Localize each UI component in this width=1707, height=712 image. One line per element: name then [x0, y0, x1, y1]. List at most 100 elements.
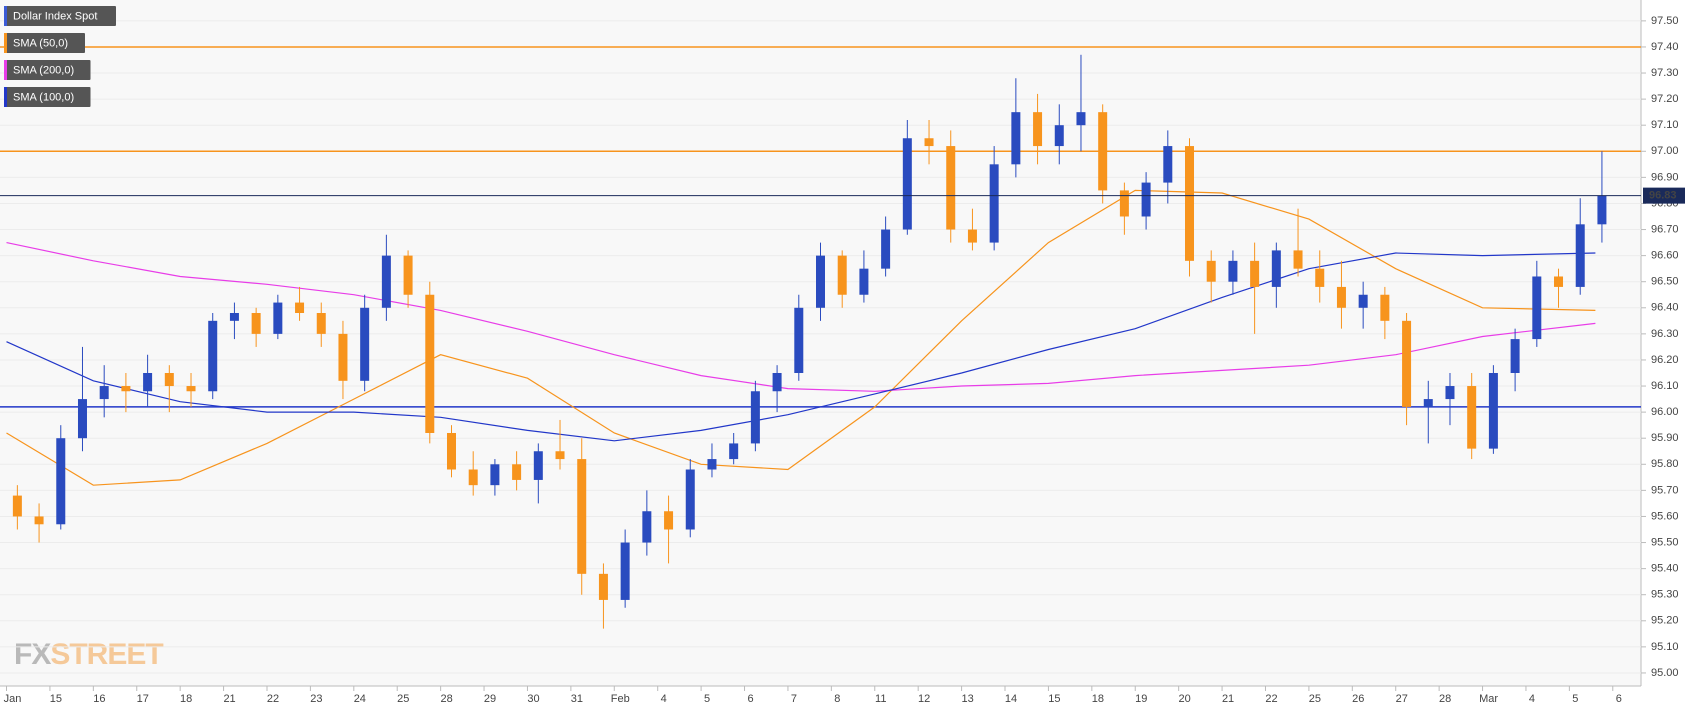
- candle-body: [533, 451, 543, 480]
- legend-box: [4, 33, 85, 53]
- candle-body: [251, 313, 261, 334]
- legend-label: SMA (50,0): [13, 37, 68, 49]
- candle-body: [77, 399, 87, 439]
- x-tick-label: 28: [441, 693, 453, 705]
- candle-body: [577, 459, 587, 574]
- candle-body: [989, 164, 999, 243]
- x-tick-label: 26: [1352, 693, 1364, 705]
- y-tick-label: 97.20: [1651, 93, 1679, 105]
- legend-swatch: [4, 60, 7, 80]
- y-tick-label: 95.40: [1651, 563, 1679, 575]
- candle-body: [664, 511, 674, 530]
- y-tick-label: 96.50: [1651, 276, 1679, 288]
- x-tick-label: 19: [1135, 693, 1147, 705]
- sma-line: [6, 252, 1596, 442]
- candle-body: [707, 459, 717, 470]
- x-tick-label: 6: [747, 693, 753, 705]
- y-tick-label: 95.80: [1651, 458, 1679, 470]
- candle-body: [1250, 260, 1260, 287]
- candle-body: [164, 372, 174, 387]
- y-tick-label: 95.20: [1651, 615, 1679, 627]
- sma-line: [6, 242, 1596, 392]
- y-tick-label: 96.70: [1651, 223, 1679, 235]
- x-tick-label: 5: [1572, 693, 1578, 705]
- candle-body: [1141, 182, 1151, 217]
- x-tick-label: 31: [571, 693, 583, 705]
- x-tick-label: 15: [50, 693, 62, 705]
- x-tick-label: 4: [661, 693, 667, 705]
- x-tick-label: 18: [1092, 693, 1104, 705]
- candle-body: [1358, 294, 1368, 308]
- legend-swatch: [4, 87, 7, 107]
- x-tick-label: 8: [834, 693, 840, 705]
- candle-body: [1380, 294, 1390, 321]
- candle-body: [1098, 112, 1108, 191]
- candle-body: [902, 138, 912, 230]
- candle-body: [750, 391, 760, 444]
- x-tick-label: 25: [397, 693, 409, 705]
- candle-body: [446, 432, 456, 470]
- candle-body: [1554, 276, 1564, 287]
- x-tick-label: 18: [180, 693, 192, 705]
- x-tick-label: 11: [875, 693, 886, 705]
- y-tick-label: 95.70: [1651, 484, 1679, 496]
- x-tick-label: 4: [1529, 693, 1535, 705]
- candle-body: [56, 438, 66, 525]
- candle-body: [273, 302, 283, 334]
- legend-swatch: [4, 33, 7, 53]
- candle-body: [295, 302, 305, 314]
- x-tick-label: 30: [527, 693, 539, 705]
- candle-body: [967, 229, 977, 243]
- x-tick-label: 6: [1616, 693, 1622, 705]
- watermark-street: STREET: [50, 638, 163, 671]
- x-tick-label: 22: [267, 693, 279, 705]
- y-tick-label: 96.10: [1651, 380, 1679, 392]
- candle-body: [1011, 112, 1021, 165]
- candle-body: [924, 138, 934, 147]
- candle-body: [881, 229, 891, 269]
- candle-body: [1228, 260, 1238, 282]
- y-tick-label: 96.60: [1651, 250, 1679, 262]
- candle-body: [729, 443, 739, 460]
- candle-body: [642, 511, 652, 543]
- y-tick-label: 95.50: [1651, 536, 1679, 548]
- x-tick-label: 15: [1048, 693, 1060, 705]
- candle-body: [1185, 146, 1195, 261]
- x-tick-label: 21: [1222, 693, 1234, 705]
- x-tick-label: 25: [1309, 693, 1321, 705]
- x-tick-label: 24: [354, 693, 366, 705]
- y-tick-label: 97.40: [1651, 41, 1679, 53]
- legend-label: SMA (200,0): [13, 64, 74, 76]
- x-tick-label: 29: [484, 693, 496, 705]
- candle-body: [1597, 195, 1607, 225]
- candle-body: [208, 320, 218, 392]
- candle-body: [1076, 112, 1086, 126]
- candle-body: [1488, 372, 1498, 449]
- candle-body: [685, 469, 695, 530]
- candle-body: [946, 146, 956, 230]
- candle-body: [1119, 190, 1129, 217]
- y-tick-label: 96.30: [1651, 328, 1679, 340]
- y-tick-label: 96.40: [1651, 302, 1679, 314]
- legend-box: [4, 60, 91, 80]
- candle-body: [1423, 399, 1433, 407]
- last-price-label: 96.83: [1649, 190, 1677, 202]
- x-tick-label: 7: [791, 693, 797, 705]
- x-tick-label: 23: [310, 693, 322, 705]
- candle-body: [1445, 386, 1455, 400]
- candle-body: [143, 372, 153, 392]
- candle-body: [794, 307, 804, 373]
- x-tick-label: 13: [961, 693, 973, 705]
- candle-body: [772, 372, 782, 392]
- x-tick-label: 22: [1265, 693, 1277, 705]
- candle-body: [1206, 260, 1216, 282]
- candle-body: [338, 333, 348, 381]
- candle-body: [1315, 268, 1325, 287]
- candle-body: [859, 268, 869, 295]
- candle-body: [1575, 224, 1585, 287]
- legend-label: Dollar Index Spot: [13, 10, 97, 22]
- candle-body: [121, 386, 131, 392]
- candle-body: [620, 542, 630, 600]
- candle-body: [1054, 125, 1064, 147]
